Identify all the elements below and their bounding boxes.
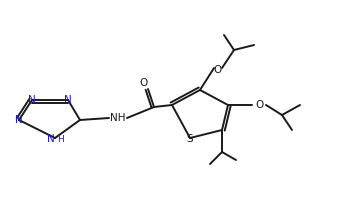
Text: O: O — [214, 65, 222, 75]
Text: N: N — [28, 95, 36, 105]
Text: N: N — [64, 95, 72, 105]
Text: H: H — [57, 134, 63, 144]
Text: O: O — [140, 78, 148, 88]
Text: N: N — [47, 134, 55, 144]
Text: O: O — [256, 100, 264, 110]
Text: N: N — [15, 115, 23, 125]
Text: S: S — [187, 134, 193, 144]
Text: NH: NH — [110, 113, 126, 123]
